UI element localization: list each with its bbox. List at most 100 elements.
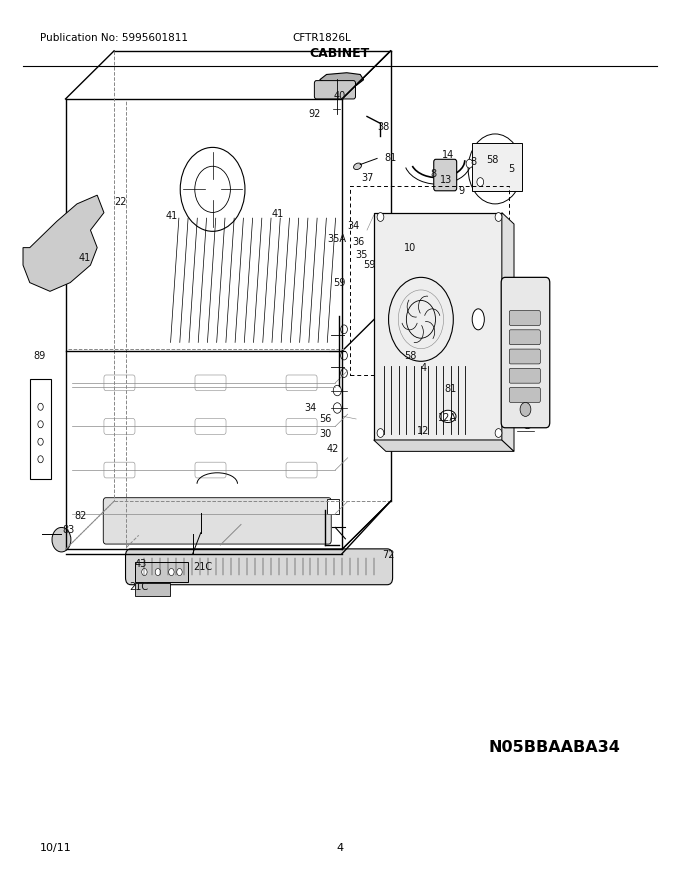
Circle shape xyxy=(155,568,160,576)
Text: 22: 22 xyxy=(114,197,127,207)
Text: 8: 8 xyxy=(430,169,436,180)
Text: N05BBAABA34: N05BBAABA34 xyxy=(488,740,620,755)
FancyBboxPatch shape xyxy=(104,506,135,522)
Text: 35A: 35A xyxy=(328,234,347,244)
Text: 82: 82 xyxy=(75,511,87,521)
Polygon shape xyxy=(23,195,104,291)
Text: CFTR1826L: CFTR1826L xyxy=(293,33,352,43)
FancyBboxPatch shape xyxy=(195,419,226,435)
Text: 38: 38 xyxy=(377,122,390,132)
Text: 42: 42 xyxy=(326,444,339,454)
FancyBboxPatch shape xyxy=(509,387,541,402)
Circle shape xyxy=(38,421,44,428)
Circle shape xyxy=(169,568,174,576)
FancyBboxPatch shape xyxy=(286,375,317,391)
Text: 92: 92 xyxy=(308,109,320,119)
Circle shape xyxy=(333,403,341,414)
Polygon shape xyxy=(502,213,514,451)
FancyBboxPatch shape xyxy=(434,159,457,191)
Circle shape xyxy=(490,163,500,175)
Text: Publication No: 5995601811: Publication No: 5995601811 xyxy=(40,33,188,43)
Circle shape xyxy=(341,351,347,360)
Circle shape xyxy=(141,568,147,576)
Circle shape xyxy=(495,213,502,222)
FancyBboxPatch shape xyxy=(374,213,502,440)
Circle shape xyxy=(466,159,473,168)
FancyBboxPatch shape xyxy=(501,277,549,428)
Ellipse shape xyxy=(354,163,362,170)
FancyBboxPatch shape xyxy=(195,462,226,478)
Circle shape xyxy=(377,213,384,222)
Circle shape xyxy=(38,456,44,463)
FancyBboxPatch shape xyxy=(104,375,135,391)
FancyBboxPatch shape xyxy=(286,462,317,478)
Text: 13: 13 xyxy=(441,175,453,186)
Text: 35: 35 xyxy=(356,250,368,260)
Text: 9: 9 xyxy=(458,186,464,195)
Ellipse shape xyxy=(472,309,484,330)
Text: 72: 72 xyxy=(382,550,395,561)
Circle shape xyxy=(38,403,44,410)
Text: 34: 34 xyxy=(304,403,316,413)
FancyBboxPatch shape xyxy=(471,143,522,191)
Text: 40: 40 xyxy=(334,92,346,101)
Polygon shape xyxy=(374,440,514,451)
FancyBboxPatch shape xyxy=(195,375,226,391)
Text: 41: 41 xyxy=(165,211,177,221)
Text: 21C: 21C xyxy=(193,561,212,572)
FancyBboxPatch shape xyxy=(104,462,135,478)
Text: 36: 36 xyxy=(353,238,365,247)
FancyBboxPatch shape xyxy=(103,498,331,544)
Circle shape xyxy=(377,429,384,437)
Ellipse shape xyxy=(440,410,456,422)
FancyBboxPatch shape xyxy=(509,369,541,383)
Circle shape xyxy=(477,178,483,187)
Text: 5: 5 xyxy=(508,164,515,174)
FancyBboxPatch shape xyxy=(286,419,317,435)
Text: 59: 59 xyxy=(333,277,345,288)
Text: 12: 12 xyxy=(418,426,430,436)
Circle shape xyxy=(520,402,531,416)
Text: 1: 1 xyxy=(507,409,513,419)
Circle shape xyxy=(495,429,502,437)
Text: 56: 56 xyxy=(319,414,331,424)
Text: 2: 2 xyxy=(527,403,533,413)
FancyBboxPatch shape xyxy=(104,419,135,435)
Text: 4: 4 xyxy=(420,363,426,373)
Text: 41: 41 xyxy=(272,209,284,218)
Circle shape xyxy=(522,414,533,429)
Text: 58: 58 xyxy=(486,155,498,165)
FancyBboxPatch shape xyxy=(509,330,541,345)
Text: 43: 43 xyxy=(135,559,147,569)
Text: 83: 83 xyxy=(62,525,74,535)
Circle shape xyxy=(69,245,78,255)
Text: CABINET: CABINET xyxy=(310,47,370,60)
Circle shape xyxy=(341,325,347,334)
Text: 34: 34 xyxy=(347,221,360,231)
FancyBboxPatch shape xyxy=(509,311,541,326)
Text: 8: 8 xyxy=(471,157,477,167)
Circle shape xyxy=(38,438,44,445)
Text: 4: 4 xyxy=(337,843,343,853)
Text: 89: 89 xyxy=(33,351,46,361)
Text: 10/11: 10/11 xyxy=(40,843,71,853)
Circle shape xyxy=(56,230,64,239)
Text: 59: 59 xyxy=(364,260,376,270)
FancyBboxPatch shape xyxy=(509,349,541,364)
FancyBboxPatch shape xyxy=(314,81,356,99)
FancyBboxPatch shape xyxy=(126,549,392,584)
Text: 41: 41 xyxy=(79,253,91,263)
Circle shape xyxy=(341,369,347,378)
Text: 14: 14 xyxy=(442,150,454,160)
FancyBboxPatch shape xyxy=(327,499,339,514)
FancyBboxPatch shape xyxy=(135,562,188,582)
Circle shape xyxy=(66,235,74,246)
FancyBboxPatch shape xyxy=(135,583,170,596)
Text: 37: 37 xyxy=(362,172,374,183)
Text: 81: 81 xyxy=(445,385,457,394)
Text: 81: 81 xyxy=(384,152,396,163)
Text: 30: 30 xyxy=(319,429,331,439)
Circle shape xyxy=(52,527,71,552)
FancyBboxPatch shape xyxy=(195,506,226,522)
Circle shape xyxy=(177,568,182,576)
